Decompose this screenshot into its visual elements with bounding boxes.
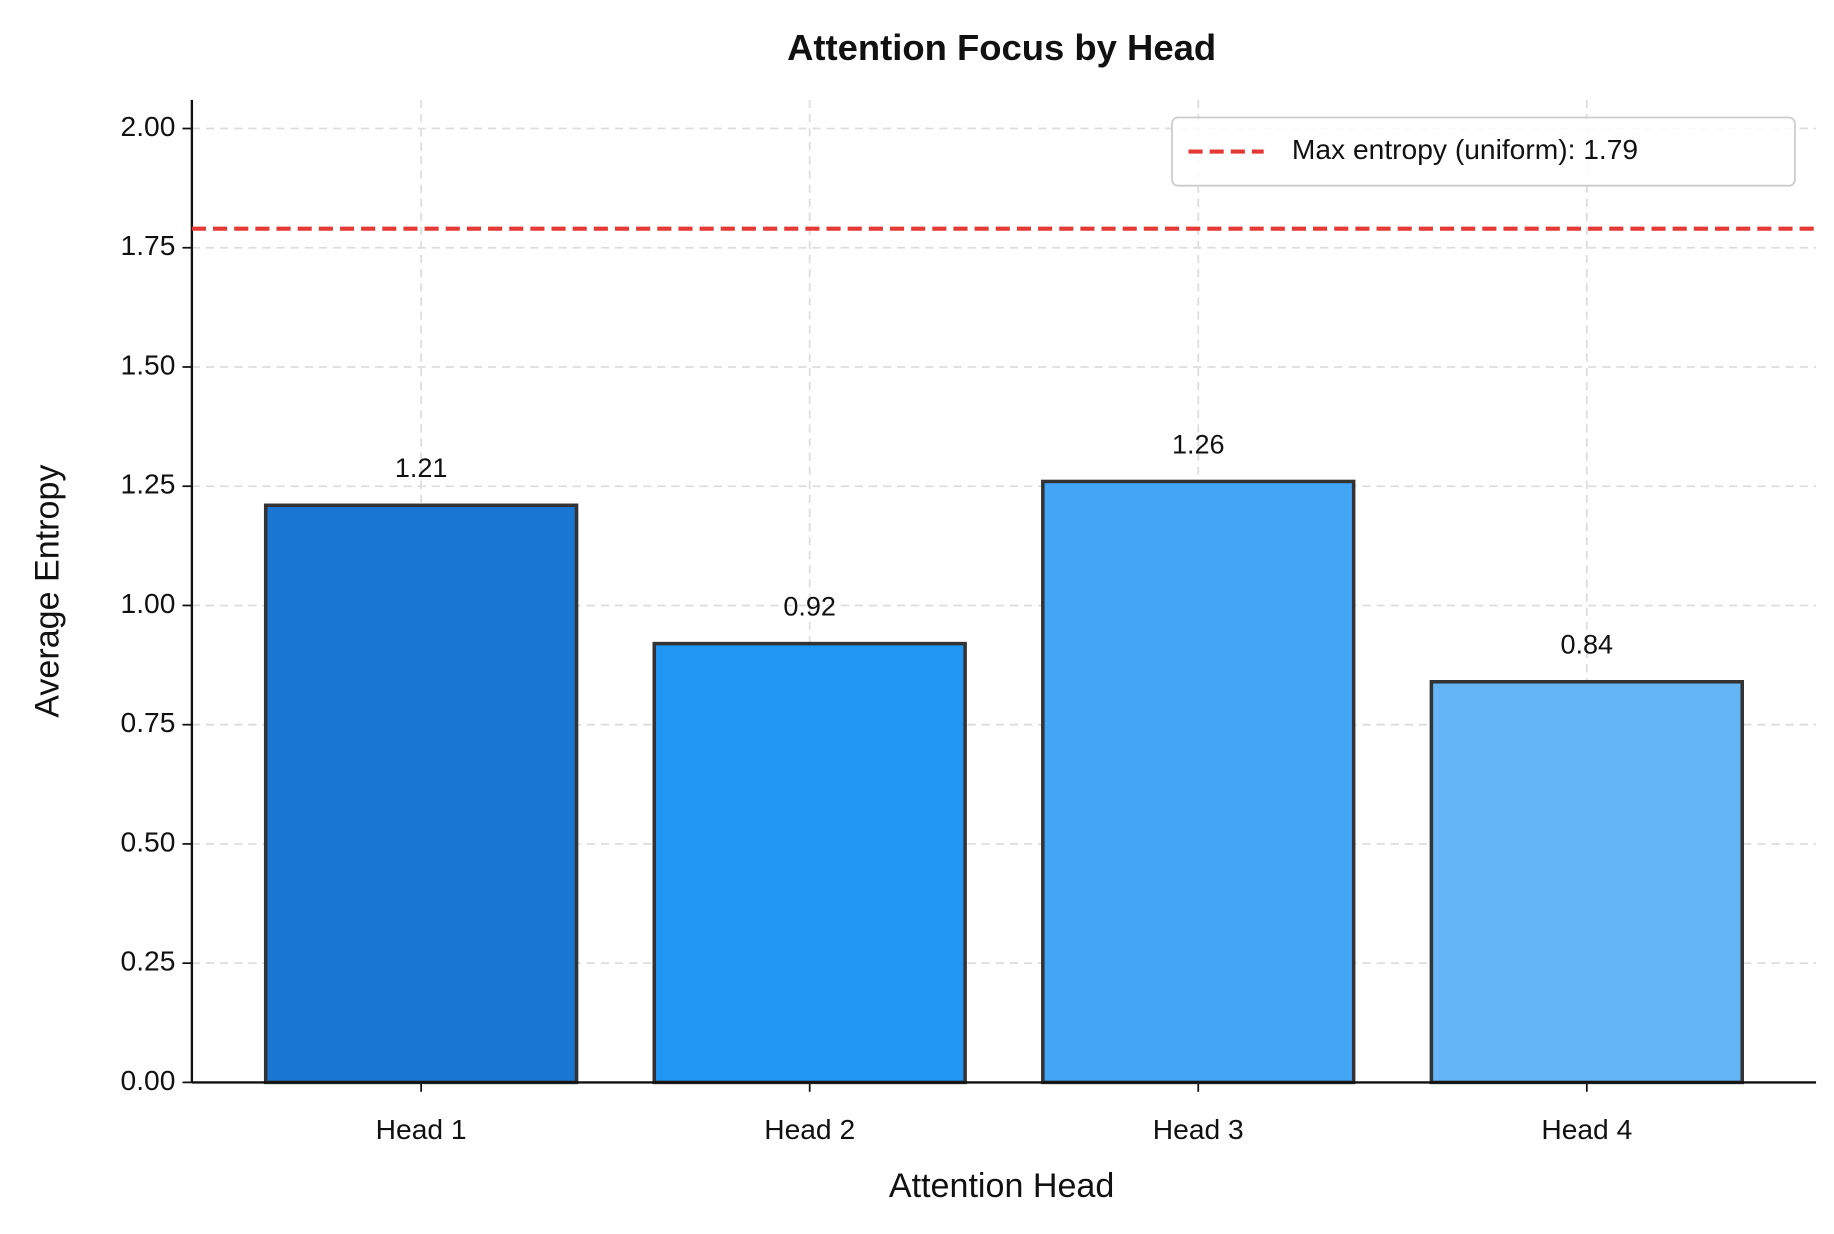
chart-title: Attention Focus by Head bbox=[787, 27, 1216, 68]
y-tick-label: 1.50 bbox=[121, 348, 176, 380]
value-label: 0.92 bbox=[783, 591, 836, 621]
x-tick-label: Head 3 bbox=[1153, 1113, 1244, 1145]
x-tick-label: Head 2 bbox=[764, 1113, 855, 1145]
x-tick-label: Head 4 bbox=[1541, 1113, 1632, 1145]
y-tick-label: 0.00 bbox=[121, 1064, 176, 1096]
y-tick-label: 0.75 bbox=[121, 706, 176, 738]
bar bbox=[1429, 680, 1744, 1085]
x-tick-label: Head 1 bbox=[376, 1113, 467, 1145]
y-tick-label: 0.50 bbox=[121, 825, 176, 857]
y-tick-label: 1.00 bbox=[121, 587, 176, 619]
bar bbox=[652, 641, 967, 1085]
value-label: 1.26 bbox=[1172, 429, 1225, 459]
bar bbox=[263, 503, 579, 1085]
y-axis-label: Average Entropy bbox=[29, 465, 67, 718]
value-label: 1.21 bbox=[395, 453, 448, 483]
y-tick-label: 1.75 bbox=[121, 229, 176, 261]
value-label: 0.84 bbox=[1561, 630, 1614, 660]
legend-box bbox=[1171, 116, 1796, 187]
legend-label: Max entropy (uniform): 1.79 bbox=[1292, 133, 1638, 165]
y-tick-label: 0.25 bbox=[121, 945, 176, 977]
y-tick-label: 2.00 bbox=[121, 110, 176, 142]
bar bbox=[1041, 479, 1356, 1085]
x-axis-label: Attention Head bbox=[889, 1167, 1114, 1205]
y-tick-label: 1.25 bbox=[121, 468, 176, 500]
